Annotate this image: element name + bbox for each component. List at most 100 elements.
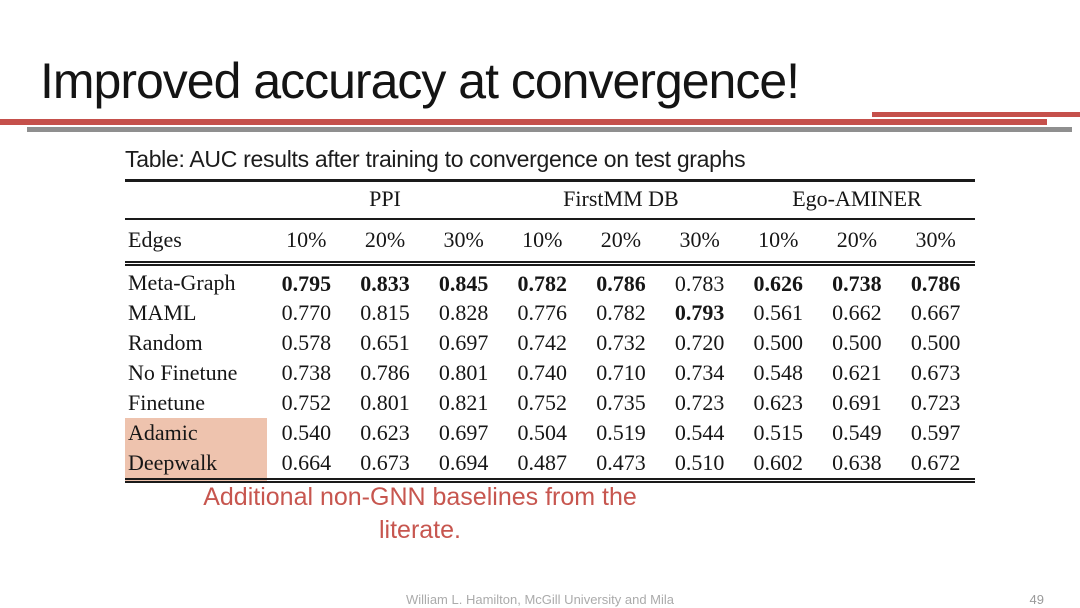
table-cell: 0.638 (832, 450, 882, 475)
row-label: Adamic (125, 418, 267, 448)
table-cell: 0.786 (360, 360, 410, 385)
table-cell: 0.623 (360, 420, 410, 445)
table-cell: 0.776 (517, 300, 568, 325)
table-cell: 0.786 (910, 270, 961, 296)
table-cell: 0.738 (832, 270, 882, 296)
row-label: MAML (128, 300, 197, 325)
group-header-spacer (125, 180, 267, 220)
table-cell: 0.500 (753, 330, 804, 355)
table-cell: 0.662 (832, 300, 882, 325)
table-cell: 0.694 (438, 450, 489, 475)
table-cell: 0.515 (753, 420, 804, 445)
table-cell: 0.487 (517, 450, 568, 475)
group-header: FirstMM DB (502, 180, 739, 220)
table-caption: Table: AUC results after training to con… (125, 146, 746, 172)
table-cell: 0.742 (517, 330, 568, 355)
table-row: No Finetune 0.738 0.786 0.801 0.740 0.710 0.73… (125, 358, 975, 388)
row-label: No Finetune (128, 360, 238, 385)
table-row: Random 0.578 0.651 0.697 0.742 0.732 0.720 0.50… (125, 328, 975, 358)
table-cell: 0.782 (596, 300, 646, 325)
table-cell: 0.651 (360, 330, 410, 355)
table-cell: 0.626 (753, 270, 804, 296)
table-cell: 0.673 (360, 450, 410, 475)
percent-header: 20% (817, 219, 897, 266)
row-label: Meta-Graph (128, 270, 236, 295)
percent-header: 10% (502, 219, 582, 266)
table-cell: 0.510 (674, 450, 725, 475)
percent-header: 20% (581, 219, 661, 266)
table-cell: 0.828 (438, 300, 489, 325)
table-cell: 0.782 (517, 270, 568, 296)
table-cell: 0.623 (753, 390, 804, 415)
title-underline-red-step (872, 112, 1080, 117)
group-header: Ego-AMINER (738, 180, 975, 220)
table-row: MAML 0.770 0.815 0.828 0.776 0.782 0.793 0.561 0… (125, 298, 975, 328)
table-cell: 0.548 (753, 360, 804, 385)
table-cell: 0.473 (596, 450, 646, 475)
table-cell: 0.549 (832, 420, 882, 445)
table-head: PPI FirstMM DB Ego-AMINER Edges 10% 20% 30% 10%… (125, 180, 975, 266)
table-cell: 0.740 (517, 360, 568, 385)
percent-header: 10% (738, 219, 818, 266)
table-cell: 0.691 (832, 390, 882, 415)
results-table-container: Table: AUC results after training to con… (125, 146, 975, 483)
table-cell: 0.845 (438, 270, 489, 296)
table-cell: 0.672 (910, 450, 961, 475)
table-cell: 0.673 (910, 360, 961, 385)
table-cell: 0.667 (910, 300, 961, 325)
percent-header: 30% (424, 219, 503, 266)
percent-header: 30% (896, 219, 975, 266)
row-label: Random (128, 330, 203, 355)
title-underline-gray (27, 127, 1072, 132)
auc-results-table: PPI FirstMM DB Ego-AMINER Edges 10% 20% 30% 10%… (125, 179, 975, 483)
table-row: Adamic 0.540 0.623 0.697 0.504 0.519 0.544 0.51… (125, 418, 975, 448)
table-cell: 0.561 (753, 300, 804, 325)
baselines-note-line1: Additional non-GNN baselines from the (203, 483, 637, 511)
table-cell: 0.738 (281, 360, 332, 385)
percent-header: 30% (660, 219, 739, 266)
table-cell: 0.697 (438, 420, 489, 445)
table-cell: 0.720 (674, 330, 725, 355)
table-cell: 0.833 (360, 270, 410, 296)
table-body: Meta-Graph 0.795 0.833 0.845 0.782 0.786 0.783… (125, 264, 975, 481)
slide-title: Improved accuracy at convergence! (40, 53, 800, 109)
table-cell: 0.710 (596, 360, 646, 385)
table-cell: 0.786 (596, 270, 646, 296)
table-cell: 0.664 (281, 450, 332, 475)
table-cell: 0.734 (674, 360, 725, 385)
table-cell: 0.519 (596, 420, 646, 445)
table-cell: 0.801 (438, 360, 489, 385)
table-cell: 0.732 (596, 330, 646, 355)
percent-header: 10% (267, 219, 346, 266)
table-cell: 0.504 (517, 420, 568, 445)
table-cell: 0.801 (360, 390, 410, 415)
table-cell: 0.540 (281, 420, 332, 445)
table-cell: 0.602 (753, 450, 804, 475)
row-label: Finetune (128, 390, 205, 415)
page-number: 49 (1029, 592, 1044, 607)
row-label: Deepwalk (125, 448, 267, 481)
table-cell: 0.697 (438, 330, 489, 355)
table-cell: 0.795 (281, 270, 332, 296)
baselines-note: Additional non-GNN baselines from the li… (140, 481, 700, 547)
edges-header: Edges (125, 219, 267, 266)
table-cell: 0.793 (674, 300, 725, 325)
group-header: PPI (267, 180, 503, 220)
table-cell: 0.770 (281, 300, 332, 325)
table-row: Finetune 0.752 0.801 0.821 0.752 0.735 0.723 0.… (125, 388, 975, 418)
table-cell: 0.821 (438, 390, 489, 415)
footer-credit: William L. Hamilton, McGill University a… (406, 592, 674, 607)
table-cell: 0.815 (360, 300, 410, 325)
table-cell: 0.500 (910, 330, 961, 355)
table-cell: 0.723 (674, 390, 725, 415)
table-cell: 0.621 (832, 360, 882, 385)
table-cell: 0.597 (910, 420, 961, 445)
table-row: Meta-Graph 0.795 0.833 0.845 0.782 0.786 0.783… (125, 264, 975, 299)
table-cell: 0.578 (281, 330, 332, 355)
table-cell: 0.723 (910, 390, 961, 415)
percent-header: 20% (345, 219, 425, 266)
table-cell: 0.735 (596, 390, 646, 415)
table-cell: 0.752 (517, 390, 568, 415)
table-row: Deepwalk 0.664 0.673 0.694 0.487 0.473 0.510 0.… (125, 448, 975, 481)
